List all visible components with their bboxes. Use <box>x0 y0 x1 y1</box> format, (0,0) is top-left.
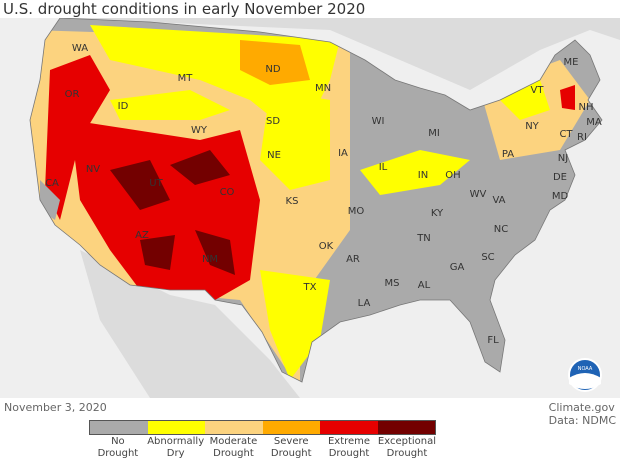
credit-data: Data: NDMC <box>548 414 616 427</box>
state-label-mt: MT <box>178 73 194 84</box>
state-label-il: IL <box>379 162 388 173</box>
legend-label: Abnormally Dry <box>147 436 205 459</box>
state-label-nj: NJ <box>558 153 568 164</box>
state-label-wy: WY <box>191 125 208 136</box>
state-label-md: MD <box>552 191 569 202</box>
state-label-nd: ND <box>265 64 280 75</box>
state-label-ga: GA <box>450 262 465 273</box>
state-label-ne: NE <box>267 150 281 161</box>
state-label-tx: TX <box>303 282 317 293</box>
state-label-co: CO <box>220 187 235 198</box>
state-label-ca: CA <box>45 178 59 189</box>
canada-landmass <box>60 18 620 90</box>
legend-label: No Drought <box>97 436 139 459</box>
credit-source: Climate.gov <box>548 401 615 414</box>
state-label-la: LA <box>358 298 371 309</box>
legend-swatch <box>320 421 378 434</box>
state-label-mi: MI <box>428 128 440 139</box>
state-label-ok: OK <box>319 241 334 252</box>
state-label-ia: IA <box>338 148 348 159</box>
credit: Climate.gov Data: NDMC <box>549 401 616 427</box>
mexico-landmass <box>80 250 300 398</box>
state-label-wa: WA <box>72 43 88 54</box>
state-label-pa: PA <box>502 149 514 160</box>
state-label-ny: NY <box>525 121 539 132</box>
state-label-fl: FL <box>487 335 499 346</box>
state-label-me: ME <box>564 57 579 68</box>
map-title: U.S. drought conditions in early Novembe… <box>3 0 366 18</box>
state-label-va: VA <box>492 195 505 206</box>
state-label-nm: NM <box>202 254 218 265</box>
legend-color-bar <box>89 420 436 435</box>
state-label-wv: WV <box>470 189 487 200</box>
map-date: November 3, 2020 <box>4 401 107 414</box>
state-label-ut: UT <box>149 178 163 189</box>
state-label-mo: MO <box>348 206 365 217</box>
state-label-de: DE <box>553 172 567 183</box>
legend-swatch <box>377 421 435 434</box>
state-label-ar: AR <box>346 254 360 265</box>
state-label-id: ID <box>118 101 129 112</box>
noaa-logo: NOAA <box>568 358 602 392</box>
state-label-al: AL <box>418 280 431 291</box>
state-label-ms: MS <box>385 278 400 289</box>
state-label-oh: OH <box>445 170 460 181</box>
state-label-ks: KS <box>286 196 299 207</box>
state-label-az: AZ <box>135 230 149 241</box>
state-label-sd: SD <box>266 116 280 127</box>
state-label-ma: MA <box>586 117 602 128</box>
legend-label: Severe Drought <box>270 436 312 459</box>
state-label-nh: NH <box>579 102 594 113</box>
state-label-wi: WI <box>372 116 385 127</box>
legend-label: Extreme Drought <box>327 436 371 459</box>
svg-text:NOAA: NOAA <box>578 366 593 372</box>
state-label-ri: RI <box>577 132 587 143</box>
us-drought-map: WA OR CA NV ID MT WY UT CO AZ NM ND SD NE KS OK TX MN IA MO… <box>0 18 620 398</box>
state-label-tn: TN <box>416 233 431 244</box>
legend-label: Exceptional Drought <box>377 436 437 459</box>
state-label-or: OR <box>65 89 80 100</box>
state-label-ky: KY <box>431 208 444 219</box>
legend-label: Moderate Drought <box>209 436 258 459</box>
legend-swatch <box>90 421 148 434</box>
drought-layer <box>30 18 602 382</box>
state-label-vt: VT <box>531 85 545 96</box>
legend-swatch <box>147 421 205 434</box>
state-labels: WA OR CA NV ID MT WY UT CO AZ NM ND SD NE KS OK TX MN IA MO… <box>45 43 602 346</box>
state-label-nc: NC <box>494 224 508 235</box>
state-label-sc: SC <box>481 252 494 263</box>
state-label-in: IN <box>418 170 428 181</box>
legend-swatch <box>205 421 263 434</box>
state-label-ct: CT <box>559 129 573 140</box>
legend-swatch <box>262 421 320 434</box>
state-label-mn: MN <box>315 83 331 94</box>
legend-labels: No Drought Abnormally Dry Moderate Drought Sev… <box>89 436 436 460</box>
state-label-nv: NV <box>86 164 100 175</box>
